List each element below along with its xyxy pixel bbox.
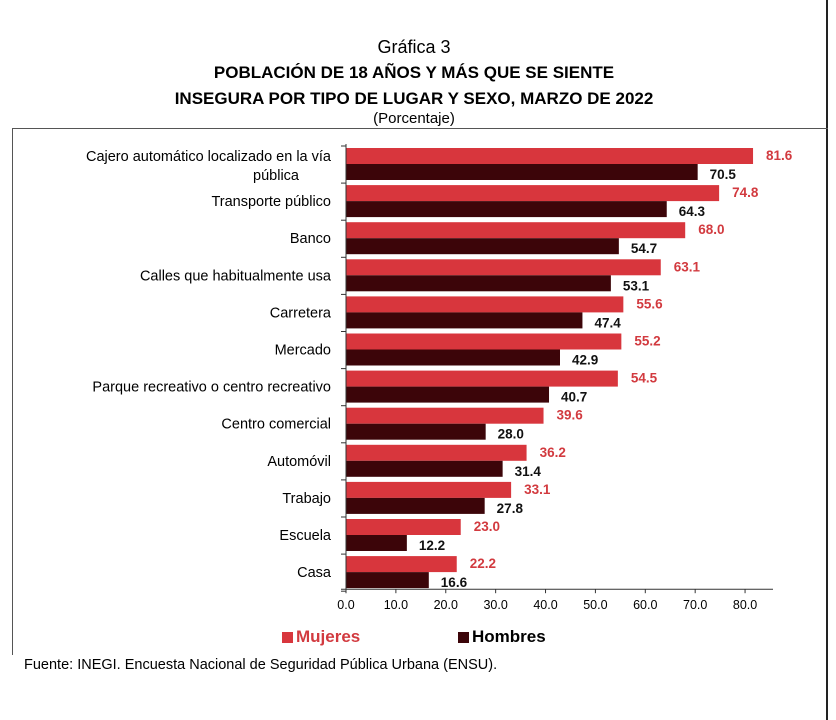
category-label: Transporte público bbox=[211, 194, 331, 210]
data-label-hombres: 28.0 bbox=[498, 427, 524, 442]
figure-label: Gráfica 3 bbox=[377, 37, 451, 57]
bar-hombres bbox=[346, 349, 560, 366]
legend-item-hombres: Hombres bbox=[458, 627, 546, 647]
legend-item-mujeres: Mujeres bbox=[282, 627, 360, 647]
chart-title-line-1: POBLACIÓN DE 18 AÑOS Y MÁS QUE SE SIENTE bbox=[213, 63, 615, 82]
legend-swatch-hombres bbox=[458, 631, 469, 643]
x-tick-label: 70.0 bbox=[683, 598, 707, 612]
data-label-mujeres: 36.2 bbox=[540, 445, 566, 460]
bar-mujeres bbox=[346, 259, 661, 276]
data-label-mujeres: 63.1 bbox=[674, 259, 701, 274]
category-label: Banco bbox=[290, 231, 331, 247]
category-label: Centro comercial bbox=[221, 417, 331, 433]
data-label-hombres: 12.2 bbox=[419, 538, 445, 553]
bar-hombres bbox=[346, 497, 485, 514]
data-label-hombres: 54.7 bbox=[631, 241, 657, 256]
data-label-mujeres: 55.6 bbox=[636, 296, 663, 311]
source-note: Fuente: INEGI. Encuesta Nacional de Segu… bbox=[24, 657, 498, 673]
x-tick-label: 30.0 bbox=[483, 598, 507, 612]
category-label: Parque recreativo o centro recreativo bbox=[92, 380, 331, 396]
data-label-mujeres: 68.0 bbox=[698, 222, 724, 237]
bar-hombres bbox=[346, 423, 486, 440]
category-label: Escuela bbox=[279, 528, 332, 544]
bar-hombres bbox=[346, 201, 667, 218]
category-label: Cajero automático localizado en la vía bbox=[86, 149, 332, 165]
x-tick-label: 60.0 bbox=[633, 598, 657, 612]
category-label: Mercado bbox=[275, 343, 331, 359]
bar-mujeres bbox=[346, 556, 457, 573]
data-label-mujeres: 33.1 bbox=[524, 482, 551, 497]
bar-mujeres bbox=[346, 481, 512, 498]
category-label: Trabajo bbox=[282, 491, 331, 507]
x-tick-label: 10.0 bbox=[384, 598, 408, 612]
data-label-hombres: 31.4 bbox=[515, 464, 542, 479]
data-label-hombres: 70.5 bbox=[710, 167, 737, 182]
legend-swatch-mujeres bbox=[282, 631, 293, 643]
data-label-hombres: 64.3 bbox=[679, 204, 706, 219]
x-tick-label: 0.0 bbox=[337, 598, 354, 612]
category-label: Casa bbox=[297, 565, 332, 581]
chart-frame: 81.6 70.5 Cajero automático localizado en … bbox=[12, 128, 828, 655]
bar-mujeres bbox=[346, 407, 544, 424]
data-label-mujeres: 54.5 bbox=[631, 371, 658, 386]
bar-mujeres bbox=[346, 333, 622, 350]
bar-mujeres bbox=[346, 185, 720, 202]
x-tick-label: 50.0 bbox=[583, 598, 607, 612]
data-label-mujeres: 81.6 bbox=[766, 148, 793, 163]
category-label: Calles que habitualmente usa bbox=[140, 268, 332, 284]
bar-hombres bbox=[346, 312, 583, 329]
data-label-hombres: 47.4 bbox=[594, 315, 621, 330]
x-tick-label: 40.0 bbox=[533, 598, 557, 612]
data-label-mujeres: 22.2 bbox=[470, 556, 496, 571]
data-label-mujeres: 39.6 bbox=[557, 408, 584, 423]
category-label-line-2: pública bbox=[253, 168, 300, 184]
data-label-mujeres: 23.0 bbox=[474, 519, 500, 534]
data-label-hombres: 16.6 bbox=[441, 575, 468, 590]
legend-label-hombres: Hombres bbox=[472, 627, 546, 646]
bar-hombres bbox=[346, 164, 698, 180]
bar-chart: 81.6 70.5 Cajero automático localizado en … bbox=[86, 144, 793, 612]
legend-label-mujeres: Mujeres bbox=[296, 627, 361, 646]
bar-mujeres bbox=[346, 148, 754, 164]
bar-hombres bbox=[346, 275, 611, 292]
data-label-hombres: 42.9 bbox=[572, 353, 598, 368]
bar-mujeres bbox=[346, 296, 624, 313]
data-label-hombres: 40.7 bbox=[561, 390, 587, 405]
bar-hombres bbox=[346, 386, 550, 403]
chart-subtitle: (Porcentaje) bbox=[373, 110, 455, 127]
bar-mujeres bbox=[346, 222, 686, 239]
data-label-mujeres: 74.8 bbox=[732, 185, 759, 200]
category-label: Carretera bbox=[270, 305, 332, 321]
bar-hombres bbox=[346, 238, 619, 255]
bar-mujeres bbox=[346, 370, 618, 387]
category-label: Automóvil bbox=[267, 454, 331, 470]
data-label-hombres: 53.1 bbox=[623, 278, 650, 293]
bar-hombres bbox=[346, 535, 407, 551]
x-tick-label: 20.0 bbox=[434, 598, 458, 612]
x-tick-label: 80.0 bbox=[733, 598, 757, 612]
bar-hombres bbox=[346, 572, 429, 589]
data-label-hombres: 27.8 bbox=[497, 501, 524, 516]
chart-title-line-2: INSEGURA POR TIPO DE LUGAR Y SEXO, MARZO… bbox=[174, 89, 654, 108]
bar-hombres bbox=[346, 460, 503, 477]
bar-mujeres bbox=[346, 444, 527, 461]
bar-mujeres bbox=[346, 519, 461, 535]
data-label-mujeres: 55.2 bbox=[634, 334, 660, 349]
